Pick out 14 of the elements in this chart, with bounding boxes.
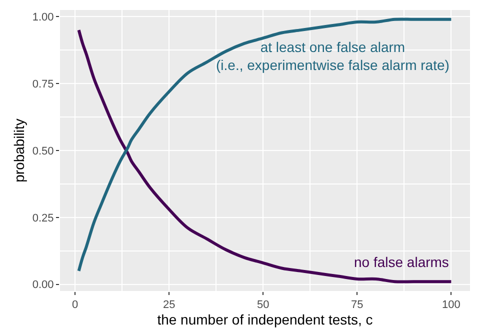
y-tick-label: 0.25 [32, 212, 54, 224]
y-tick-label: 0.00 [32, 279, 54, 292]
x-axis-title: the number of independent tests, c [157, 312, 373, 328]
x-tick-label: 75 [351, 299, 364, 312]
y-axis-title: probability [10, 118, 27, 182]
y-tick-label: 0.75 [32, 78, 54, 90]
x-tick-label: 100 [442, 299, 460, 312]
x-tick-label: 25 [162, 299, 176, 312]
x-tick-label: 0 [72, 299, 78, 312]
series-label: no false alarms [354, 254, 449, 270]
y-tick-label: 0.50 [32, 145, 54, 158]
x-tick-label: 50 [256, 299, 270, 312]
y-tick-label: 1.00 [32, 12, 54, 24]
series-label: at least one false alarm (i.e., experimentwise false alarm rate) [216, 39, 450, 74]
